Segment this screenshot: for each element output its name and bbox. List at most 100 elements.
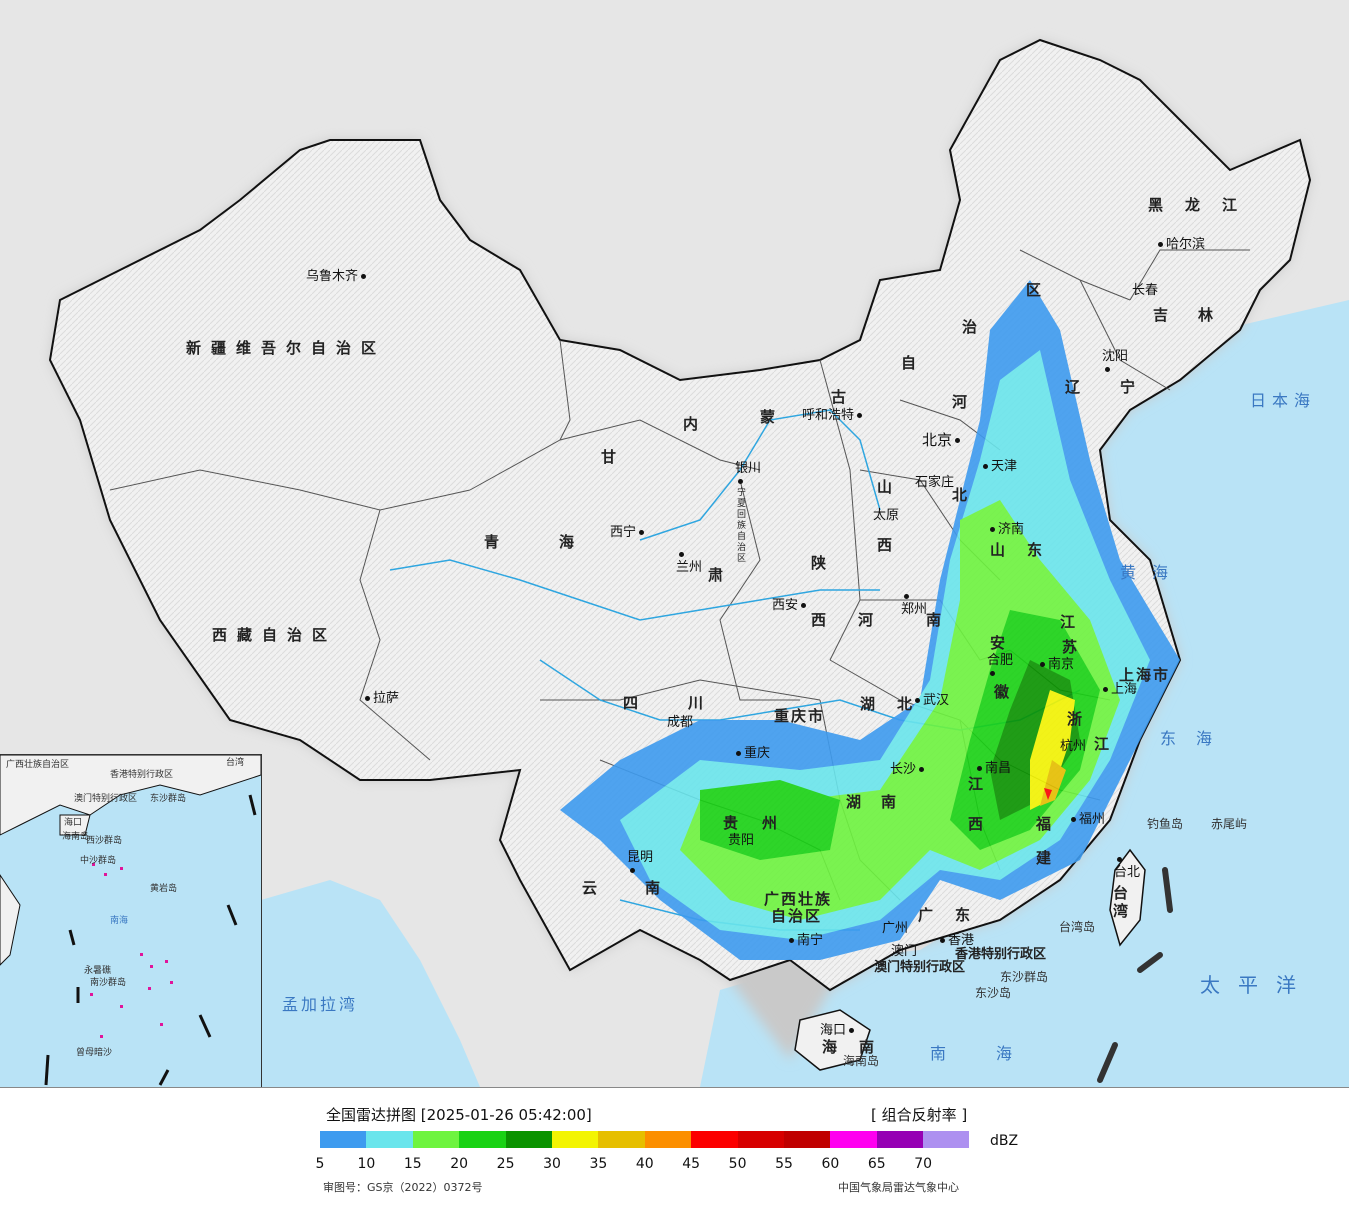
province-label: 陕 <box>811 554 837 572</box>
city-name: 呼和浩特 <box>802 408 855 423</box>
city-label[interactable]: 呼和浩特 <box>802 409 865 422</box>
city-label[interactable]: 香港 <box>937 934 974 947</box>
city-label[interactable]: 北京 <box>922 433 963 448</box>
sea-label: 黄海 <box>1120 563 1185 582</box>
inset-label: 香港特别行政区 <box>110 770 174 780</box>
province-label: 辽宁 <box>1065 378 1176 396</box>
island-label: 海南岛 <box>843 1054 880 1068</box>
city-label[interactable]: 合肥 <box>987 654 1013 680</box>
color-swatch <box>737 1131 784 1148</box>
city-label[interactable]: 广州 <box>882 922 908 935</box>
scale-tick-label: 45 <box>682 1156 701 1172</box>
province-label: 上海市 <box>1119 666 1171 684</box>
city-label[interactable]: 太原 <box>873 509 899 522</box>
province-label: 安 <box>990 634 1016 652</box>
city-label[interactable]: 兰州 <box>676 548 702 574</box>
city-dot <box>679 552 684 557</box>
inset-label: 南海 <box>110 916 129 926</box>
color-swatch <box>691 1131 738 1148</box>
province-label: 贵州 <box>723 814 802 832</box>
inset-label: 海南岛 <box>62 832 90 842</box>
scale-tick-label: 50 <box>728 1156 747 1172</box>
inset-land <box>0 874 21 966</box>
south-china-sea-inset[interactable]: 广西壮族自治区 香港特别行政区 澳门特别行政区 海口 海南岛 东沙群岛 西沙群岛 中沙群岛 黄岩… <box>0 754 262 1087</box>
province-label: 山 <box>877 478 903 496</box>
city-label[interactable]: 南京 <box>1037 658 1074 671</box>
color-swatch <box>644 1131 692 1148</box>
inset-label: 曾母暗沙 <box>76 1048 113 1058</box>
radar-map[interactable]: 新疆维吾尔自治区 西藏自治区 青海 甘 肃 四川 云南 陕 西 内 蒙 古 自 … <box>0 0 1349 1088</box>
city-label[interactable]: 长春 <box>1132 284 1158 297</box>
province-label: 广东 <box>918 906 993 924</box>
bay-of-bengal <box>261 880 480 1087</box>
scale-tick-label: 55 <box>775 1156 793 1172</box>
city-name: 兰州 <box>676 560 703 575</box>
inset-map <box>0 755 261 1086</box>
color-swatch <box>830 1131 877 1148</box>
province-label: 徽 <box>994 683 1020 701</box>
province-label: 东 <box>1027 541 1053 559</box>
city-label[interactable]: 海口 <box>820 1024 857 1037</box>
city-dot <box>915 698 920 703</box>
city-label[interactable]: 乌鲁木齐 <box>306 270 369 283</box>
inset-label: 东沙群岛 <box>150 794 187 804</box>
city-name: 武汉 <box>923 693 950 708</box>
city-name: 重庆 <box>744 746 771 761</box>
province-label: 区 <box>1026 281 1052 299</box>
city-label[interactable]: 上海 <box>1100 683 1137 696</box>
province-label: 蒙 <box>760 408 786 426</box>
city-label[interactable]: 石家庄 <box>915 476 954 489</box>
city-label[interactable]: 拉萨 <box>362 692 399 705</box>
legend: 全国雷达拼图 [2025-01-26 05:42:00] [ 组合反射率 ] 5… <box>0 1088 1349 1208</box>
city-name: 太原 <box>873 508 900 523</box>
sea-label: 东海 <box>1160 729 1233 748</box>
city-label[interactable]: 西安 <box>772 599 809 612</box>
city-name: 海口 <box>820 1023 847 1038</box>
scale-tick-label: 5 <box>315 1156 325 1172</box>
province-label: 西 <box>877 536 903 554</box>
city-label[interactable]: 贵阳 <box>728 834 754 847</box>
legend-title: 全国雷达拼图 [2025-01-26 05:42:00] <box>326 1106 592 1124</box>
city-label[interactable]: 沈阳 <box>1102 350 1128 376</box>
province-label: 建 <box>1036 849 1062 867</box>
inset-label: 西沙群岛 <box>86 836 123 846</box>
city-label[interactable]: 济南 <box>987 523 1024 536</box>
city-name: 南昌 <box>985 761 1012 776</box>
city-label[interactable]: 郑州 <box>901 590 927 616</box>
city-label[interactable]: 澳门 <box>891 945 917 958</box>
province-label: 西 <box>811 611 837 629</box>
hainan-island <box>794 1009 871 1071</box>
color-swatch <box>366 1131 413 1148</box>
city-label[interactable]: 天津 <box>980 460 1017 473</box>
city-label[interactable]: 杭州 <box>1060 740 1086 753</box>
city-label[interactable]: 长沙 <box>890 763 927 776</box>
city-name: 天津 <box>991 459 1018 474</box>
city-label[interactable]: 台北 <box>1114 853 1140 879</box>
city-label[interactable]: 成都 <box>667 716 693 729</box>
province-label: 江 <box>968 775 994 793</box>
city-label[interactable]: 武汉 <box>912 694 949 707</box>
province-label: 苏 <box>1062 638 1088 656</box>
city-name: 西安 <box>772 598 799 613</box>
inset-dashes <box>44 794 257 1086</box>
city-label[interactable]: 重庆 <box>733 747 770 760</box>
city-label[interactable]: 西宁 <box>610 526 647 539</box>
city-label[interactable]: 哈尔滨 <box>1155 238 1205 251</box>
province-label: 江 <box>1094 735 1120 753</box>
taiwan-island <box>1109 848 1146 947</box>
city-name: 南宁 <box>797 933 824 948</box>
city-label[interactable]: 银川 <box>735 462 761 488</box>
city-label[interactable]: 南宁 <box>786 934 823 947</box>
province-label: 内 <box>683 415 709 433</box>
city-dot <box>736 751 741 756</box>
inset-coast <box>0 755 261 836</box>
scale-tick-label: 35 <box>589 1156 608 1172</box>
city-label[interactable]: 昆明 <box>627 851 653 877</box>
special-region-label: 澳门特别行政区 <box>874 960 966 975</box>
island-label: 钓鱼岛 <box>1147 817 1184 831</box>
color-swatch <box>505 1131 552 1148</box>
city-name: 香港 <box>948 933 975 948</box>
city-label[interactable]: 福州 <box>1068 813 1105 826</box>
inset-label: 中沙群岛 <box>80 856 117 866</box>
city-label[interactable]: 南昌 <box>974 762 1011 775</box>
